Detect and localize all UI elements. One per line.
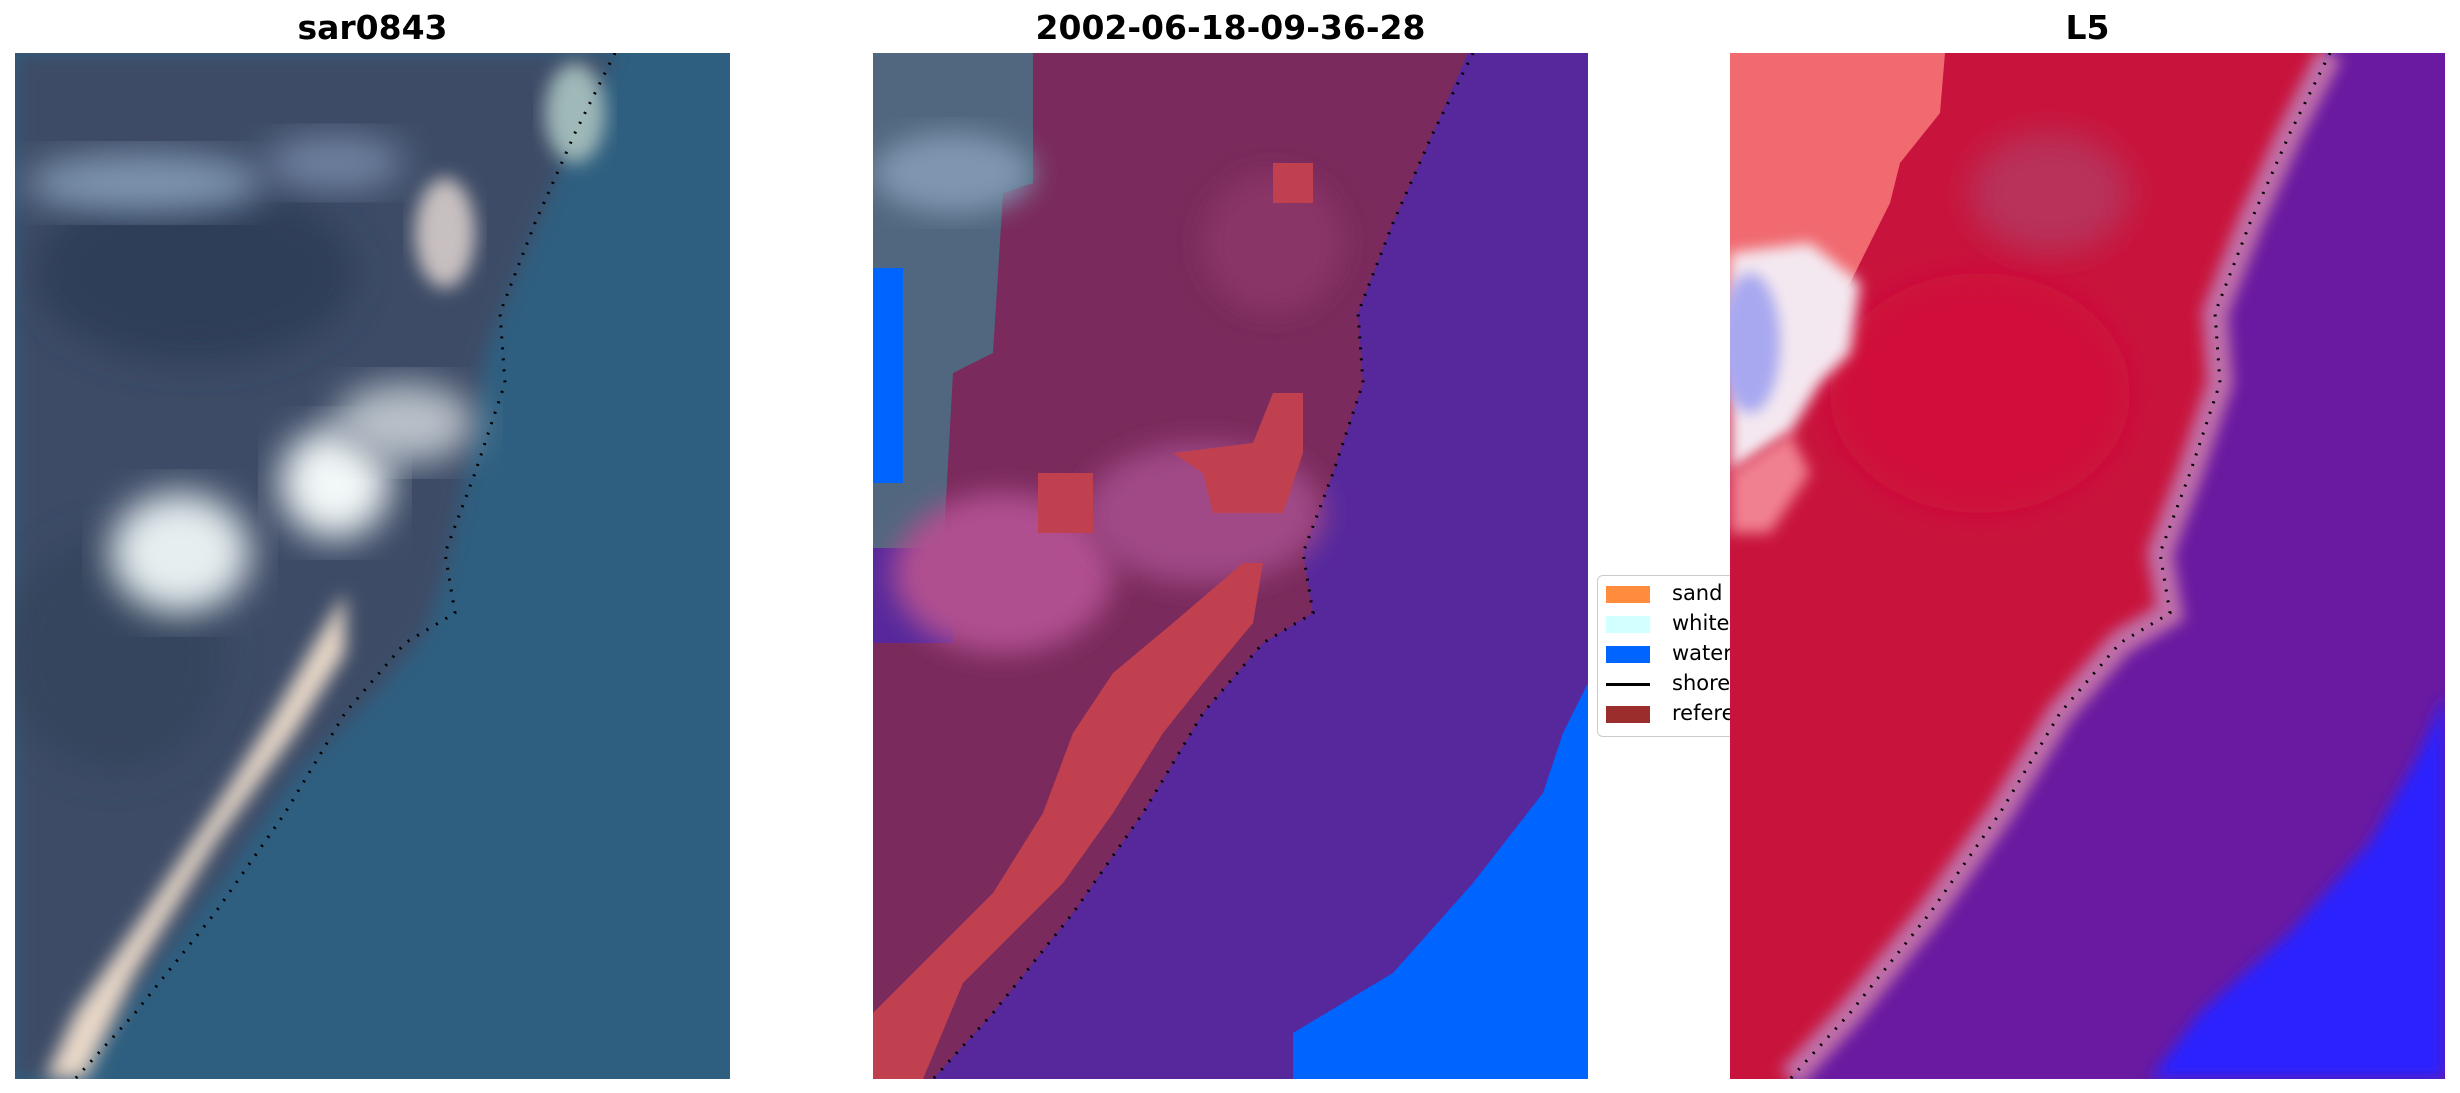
legend-swatch-reference: [1606, 706, 1650, 723]
panel-title-middle: 2002-06-18-09-36-28: [1035, 8, 1426, 47]
legend-item-sand: sand: [1606, 579, 1736, 607]
satellite-image: [15, 53, 730, 1079]
legend-label-water: water: [1672, 641, 1732, 665]
legend-item-water: water: [1606, 639, 1736, 667]
classified-image: [873, 53, 1588, 1079]
satellite-image-panel: [15, 53, 730, 1079]
panel-title-left: sar0843: [297, 8, 448, 47]
index-image: [1730, 53, 2445, 1079]
legend-item-shoreline: shorel: [1606, 669, 1736, 697]
legend: sand whitew water shorel referer: [1597, 575, 1747, 737]
legend-label-shoreline: shorel: [1672, 671, 1737, 695]
legend-label-sand: sand: [1672, 581, 1723, 605]
classified-image-panel: [873, 53, 1588, 1079]
index-image-panel: [1730, 53, 2445, 1079]
legend-swatch-whitewater: [1606, 616, 1650, 633]
legend-line-shoreline: [1606, 683, 1650, 686]
legend-item-whitewater: whitew: [1606, 609, 1747, 637]
legend-swatch-water: [1606, 646, 1650, 663]
panel-title-right: L5: [2065, 8, 2110, 47]
legend-swatch-sand: [1606, 586, 1650, 603]
legend-item-reference: referer: [1606, 699, 1743, 727]
